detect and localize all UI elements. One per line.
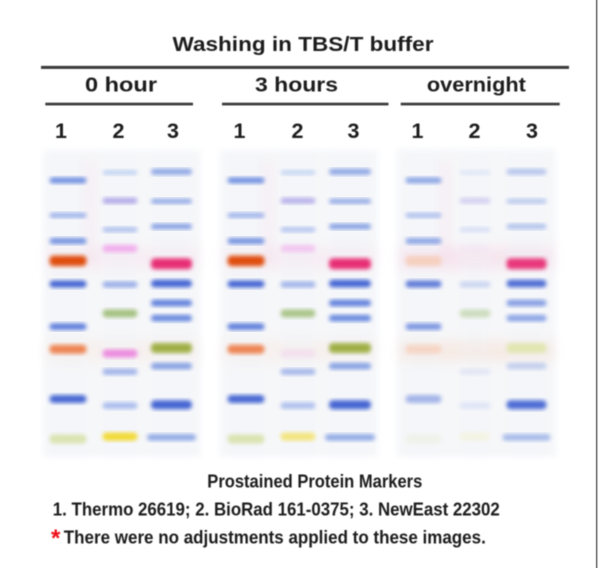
svg-text:3: 3 <box>348 119 360 143</box>
svg-text:There were no adjustments appl: There were no adjustments applied to the… <box>64 527 486 547</box>
svg-text:2: 2 <box>113 119 125 143</box>
svg-text:3: 3 <box>167 119 179 143</box>
svg-text:0 hour: 0 hour <box>85 74 157 97</box>
svg-text:Prostained Protein Markers: Prostained Protein Markers <box>207 471 422 491</box>
svg-text:3: 3 <box>526 119 538 143</box>
svg-text:2: 2 <box>292 119 304 143</box>
svg-text:1. Thermo 26619; 2. BioRad 161: 1. Thermo 26619; 2. BioRad 161-0375; 3. … <box>53 499 500 519</box>
svg-text:Washing in TBS/T buffer: Washing in TBS/T buffer <box>173 34 434 56</box>
svg-text:1: 1 <box>234 119 246 143</box>
svg-text:1: 1 <box>55 119 67 143</box>
svg-text:2: 2 <box>469 119 481 143</box>
svg-text:1: 1 <box>412 119 424 143</box>
svg-text:*: * <box>51 525 61 552</box>
svg-text:overnight: overnight <box>427 74 526 97</box>
svg-text:3 hours: 3 hours <box>255 74 338 97</box>
